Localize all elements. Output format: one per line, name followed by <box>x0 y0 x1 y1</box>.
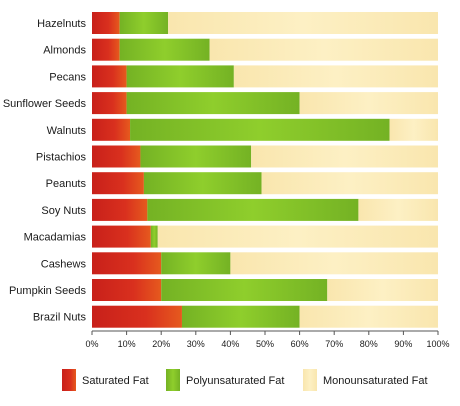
category-label: Macadamias <box>24 232 87 244</box>
category-labels: Hazelnuts Almonds Pecans Sunflower Seeds Wal… <box>3 18 87 324</box>
bar-segment-polyunsaturated-fat <box>119 38 210 61</box>
bar-segment-saturated-fat <box>92 145 141 168</box>
x-tick-label: 70% <box>325 339 343 349</box>
legend-label: Monounsaturated Fat <box>323 375 428 387</box>
bar-segment-polyunsaturated-fat <box>140 145 252 168</box>
bar-segment-monounsaturated-fat <box>389 118 438 141</box>
x-tick-label: 30% <box>187 339 205 349</box>
bar-segment-monounsaturated-fat <box>209 38 438 61</box>
bar-segment-monounsaturated-fat <box>327 279 438 301</box>
x-tick-label: 20% <box>152 339 170 349</box>
x-tick-label: 50% <box>256 339 274 349</box>
category-label: Brazil Nuts <box>33 312 87 324</box>
legend-label: Saturated Fat <box>82 375 149 387</box>
category-label: Pumpkin Seeds <box>9 285 87 297</box>
x-tick-label: 10% <box>118 339 136 349</box>
bar-segment-monounsaturated-fat <box>168 12 438 34</box>
bar-segment-monounsaturated-fat <box>251 145 438 168</box>
category-label: Almonds <box>43 45 86 57</box>
bar-segment-monounsaturated-fat <box>261 172 438 195</box>
bar-segment-polyunsaturated-fat <box>130 118 390 141</box>
bar-segment-saturated-fat <box>92 12 120 34</box>
bar-segment-saturated-fat <box>92 305 182 328</box>
bar-segment-monounsaturated-fat <box>233 65 438 88</box>
bar-segment-saturated-fat <box>92 65 127 88</box>
bar-segment-monounsaturated-fat <box>299 92 438 115</box>
bar-segment-polyunsaturated-fat <box>143 172 262 195</box>
category-label: Walnuts <box>47 125 87 137</box>
x-tick-label: 80% <box>360 339 378 349</box>
legend-swatch <box>62 369 76 391</box>
category-label: Peanuts <box>46 178 87 190</box>
x-tick-label: 60% <box>291 339 309 349</box>
x-tick-label: 40% <box>221 339 239 349</box>
bar-segment-monounsaturated-fat <box>358 198 438 221</box>
legend-swatch <box>303 369 317 391</box>
bar-segment-polyunsaturated-fat <box>161 252 231 275</box>
bar-segment-monounsaturated-fat <box>299 305 438 328</box>
category-label: Pecans <box>49 71 86 83</box>
bar-segment-saturated-fat <box>92 172 144 195</box>
bar-segment-polyunsaturated-fat <box>126 92 300 115</box>
category-label: Pistachios <box>36 152 87 164</box>
x-tick-label: 100% <box>426 339 449 349</box>
category-label: Soy Nuts <box>41 205 86 217</box>
bar-segment-polyunsaturated-fat <box>126 65 234 88</box>
bar-segment-saturated-fat <box>92 279 162 301</box>
bar-segment-saturated-fat <box>92 118 131 141</box>
category-label: Cashews <box>41 258 87 270</box>
bar-segment-saturated-fat <box>92 92 127 115</box>
legend-swatch <box>166 369 180 391</box>
bar-segment-polyunsaturated-fat <box>181 305 300 328</box>
bars-layer <box>92 12 439 328</box>
bar-segment-saturated-fat <box>92 38 120 61</box>
bar-segment-monounsaturated-fat <box>230 252 438 275</box>
x-axis: 0% 10% 20% 30% 40% 50% 60% 70% 80% 90% 100% <box>85 330 450 349</box>
legend-label: Polyunsaturated Fat <box>186 375 284 387</box>
bar-segment-saturated-fat <box>92 198 148 221</box>
legend: Saturated Fat Polyunsaturated Fat Monounsa… <box>62 369 428 391</box>
category-label: Hazelnuts <box>37 18 86 30</box>
bar-segment-monounsaturated-fat <box>157 225 439 248</box>
bar-segment-polyunsaturated-fat <box>119 12 169 34</box>
bar-segment-saturated-fat <box>92 252 162 275</box>
bar-segment-saturated-fat <box>92 225 151 248</box>
bar-segment-polyunsaturated-fat <box>150 225 158 248</box>
x-tick-label: 0% <box>85 339 98 349</box>
category-label: Sunflower Seeds <box>3 98 87 110</box>
bar-segment-polyunsaturated-fat <box>147 198 359 221</box>
x-tick-label: 90% <box>394 339 412 349</box>
bar-segment-polyunsaturated-fat <box>161 279 328 301</box>
